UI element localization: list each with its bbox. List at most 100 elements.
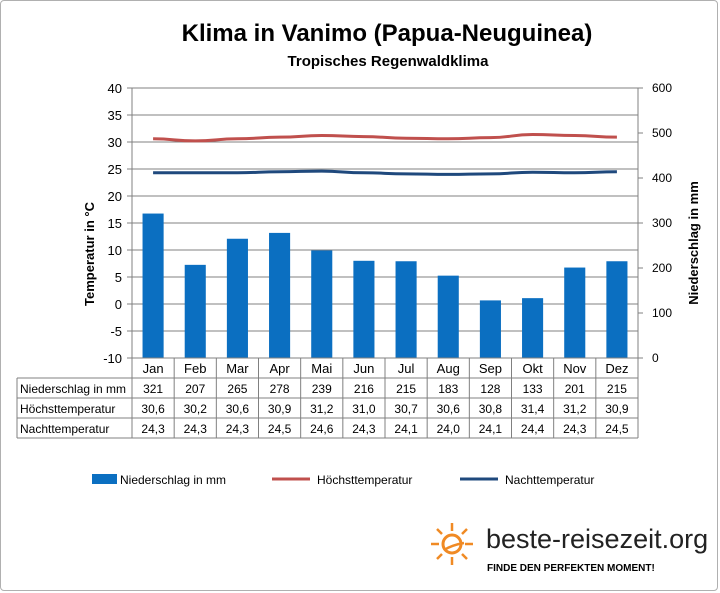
gridlines bbox=[132, 87, 638, 359]
table-cell: 24,5 bbox=[605, 422, 629, 436]
table-cell: 265 bbox=[227, 382, 247, 396]
left-tick-label: 0 bbox=[115, 297, 122, 312]
table-cell: 24,1 bbox=[479, 422, 503, 436]
left-tick-label: 15 bbox=[108, 216, 122, 231]
left-tick-label: 25 bbox=[108, 162, 122, 177]
sun-icon bbox=[431, 523, 473, 565]
precip-bar bbox=[353, 260, 375, 358]
precip-bar bbox=[437, 275, 459, 358]
table-cell: 24,3 bbox=[352, 422, 376, 436]
precip-bar bbox=[522, 298, 544, 358]
left-tick-label: 10 bbox=[108, 243, 122, 258]
table-cell: 30,2 bbox=[184, 402, 208, 416]
left-tick-label: 20 bbox=[108, 189, 122, 204]
precip-bar bbox=[184, 264, 206, 358]
left-tick-label: 40 bbox=[108, 81, 122, 96]
data-table: Jan Feb Mar Apr Mai Jun Jul Aug Sep Okt Nov Dez Nied… bbox=[16, 358, 639, 439]
legend-swatch-bar bbox=[92, 474, 117, 484]
tmax-line bbox=[153, 132, 617, 143]
left-axis-label: Temperatur in °C bbox=[82, 201, 97, 306]
precip-bar bbox=[269, 232, 291, 358]
table-row-label: Nachttemperatur bbox=[20, 422, 109, 436]
precip-bar bbox=[564, 267, 586, 358]
month-label: Apr bbox=[269, 361, 290, 376]
precip-bar bbox=[479, 300, 501, 358]
table-cell: 30,7 bbox=[394, 402, 418, 416]
table-cell: 30,6 bbox=[226, 402, 250, 416]
table-cell: 215 bbox=[396, 382, 416, 396]
right-tick-label: 300 bbox=[652, 216, 672, 230]
month-label: Jan bbox=[143, 361, 164, 376]
logo-slogan: FINDE DEN PERFEKTEN MOMENT! bbox=[487, 563, 655, 574]
table-cell: 24,3 bbox=[184, 422, 208, 436]
month-label: Okt bbox=[522, 361, 543, 376]
table-cell: 31,2 bbox=[310, 402, 334, 416]
right-tick-label: 0 bbox=[652, 351, 659, 365]
month-label: Jul bbox=[398, 361, 415, 376]
precip-bar bbox=[395, 261, 417, 358]
table-cell: 30,9 bbox=[605, 402, 629, 416]
left-tick-label: 35 bbox=[108, 108, 122, 123]
table-cell: 24,0 bbox=[437, 422, 461, 436]
table-row-label: Höchsttemperatur bbox=[20, 402, 115, 416]
table-cell: 24,6 bbox=[310, 422, 334, 436]
left-tick-label: 5 bbox=[115, 270, 122, 285]
table-cell: 24,1 bbox=[394, 422, 418, 436]
right-axis-ticks: 600 500 400 300 200 100 0 bbox=[652, 81, 672, 365]
legend-label: Höchsttemperatur bbox=[317, 473, 412, 487]
table-cell: 24,3 bbox=[563, 422, 587, 436]
precip-bar bbox=[142, 213, 164, 358]
month-label: Mai bbox=[311, 361, 332, 376]
month-label: Dez bbox=[605, 361, 628, 376]
temperature-lines bbox=[153, 132, 617, 176]
logo: beste-reisezeit.org FINDE DEN PERFEKTEN … bbox=[431, 523, 708, 574]
month-label: Mar bbox=[226, 361, 249, 376]
month-label: Aug bbox=[437, 361, 460, 376]
table-cell: 183 bbox=[438, 382, 458, 396]
precip-bars bbox=[142, 213, 628, 358]
table-cell: 24,5 bbox=[268, 422, 292, 436]
left-axis-ticks: 40 35 30 25 20 15 10 5 0 -5 -10 bbox=[103, 81, 122, 366]
table-cell: 30,9 bbox=[268, 402, 292, 416]
logo-text: beste-reisezeit.org bbox=[486, 524, 708, 554]
table-cell: 216 bbox=[354, 382, 374, 396]
legend-label: Nachttemperatur bbox=[505, 473, 594, 487]
left-tick-label: 30 bbox=[108, 135, 122, 150]
month-label: Sep bbox=[479, 361, 502, 376]
left-tick-label: -10 bbox=[103, 351, 122, 366]
chart-title: Klima in Vanimo (Papua-Neuguinea) bbox=[182, 20, 593, 47]
right-tick-label: 600 bbox=[652, 81, 672, 95]
table-cell: 31,2 bbox=[563, 402, 587, 416]
precip-bar bbox=[311, 250, 333, 358]
month-label: Nov bbox=[563, 361, 587, 376]
precip-bar bbox=[226, 238, 248, 358]
table-cell: 30,6 bbox=[437, 402, 461, 416]
right-tick-label: 100 bbox=[652, 306, 672, 320]
right-axis-label: Niederschlag in mm bbox=[686, 181, 701, 305]
table-cell: 24,3 bbox=[141, 422, 165, 436]
month-label: Jun bbox=[353, 361, 374, 376]
table-cell: 24,4 bbox=[521, 422, 545, 436]
tnight-line bbox=[153, 169, 617, 176]
table-cell: 30,8 bbox=[479, 402, 503, 416]
table-cell: 24,3 bbox=[226, 422, 250, 436]
month-label: Feb bbox=[184, 361, 206, 376]
right-tick-label: 200 bbox=[652, 261, 672, 275]
left-tick-label: -5 bbox=[110, 324, 122, 339]
table-cell: 128 bbox=[480, 382, 500, 396]
right-tick-label: 400 bbox=[652, 171, 672, 185]
chart-subtitle: Tropisches Regenwaldklima bbox=[288, 53, 490, 70]
table-cell: 201 bbox=[565, 382, 585, 396]
precip-bar bbox=[606, 261, 628, 358]
table-cell: 31,0 bbox=[352, 402, 376, 416]
table-cell: 31,4 bbox=[521, 402, 545, 416]
table-cell: 215 bbox=[607, 382, 627, 396]
table-cell: 278 bbox=[270, 382, 290, 396]
chart-legend: Niederschlag in mm Höchsttemperatur Nachtt… bbox=[92, 473, 594, 487]
table-cell: 207 bbox=[185, 382, 205, 396]
table-cell: 30,6 bbox=[141, 402, 165, 416]
table-cell: 321 bbox=[143, 382, 163, 396]
right-tick-label: 500 bbox=[652, 126, 672, 140]
legend-label: Niederschlag in mm bbox=[120, 473, 226, 487]
